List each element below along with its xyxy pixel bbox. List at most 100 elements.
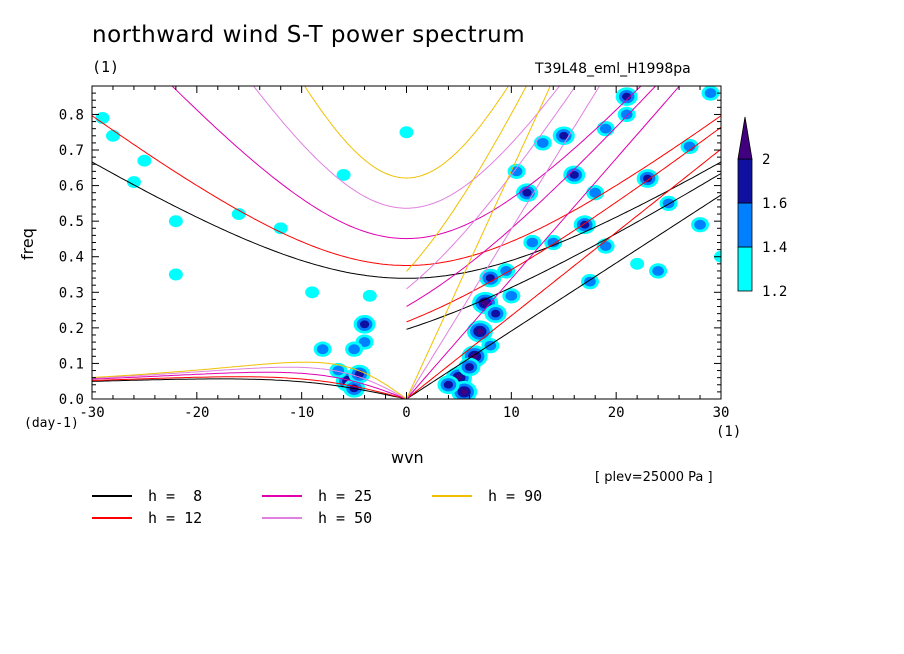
inertio-gravity-curve xyxy=(304,86,509,179)
power-blob-core xyxy=(522,188,532,197)
rossby-wave-curve xyxy=(92,378,407,399)
power-blob-core xyxy=(559,131,569,140)
legend-label: h = 12 xyxy=(148,509,203,527)
power-blob-core xyxy=(481,300,489,306)
power-blob-core xyxy=(471,353,479,360)
mrg-wave-curve xyxy=(406,173,721,330)
power-blob-core xyxy=(584,276,596,287)
y-unit-label: (day-1) xyxy=(24,416,79,431)
power-blob-core xyxy=(443,380,454,389)
power-blob-core xyxy=(510,166,523,177)
kelvin-wave-curve xyxy=(406,194,721,399)
power-blob-core xyxy=(704,88,717,99)
dispersion-curve-set xyxy=(92,161,721,399)
kelvin-wave-curve xyxy=(406,86,601,399)
inertio-gravity-curve xyxy=(171,86,642,240)
dispersion-curves-layer xyxy=(92,86,721,399)
colorbar-top-triangle xyxy=(737,116,753,160)
x-tick-label: -30 xyxy=(79,405,104,421)
power-blob-core xyxy=(547,237,560,248)
mrg-wave-curve xyxy=(406,126,721,323)
power-blob-core xyxy=(589,187,601,198)
x-tick-label: -20 xyxy=(184,405,209,421)
legend-label: h = 50 xyxy=(318,509,373,527)
power-blob-core xyxy=(526,237,539,248)
y-tick-label: 0.0 xyxy=(59,392,84,408)
power-blob-core xyxy=(491,309,501,318)
power-blob xyxy=(336,168,351,181)
power-blob-core xyxy=(620,109,633,120)
power-blob xyxy=(231,208,246,220)
rossby-wave-curve xyxy=(92,361,407,399)
x-tick-label: -10 xyxy=(289,405,314,421)
power-blob xyxy=(126,176,141,188)
colorbar-label: 2 xyxy=(762,152,770,168)
pressure-level-note: [ plev=25000 Pa ] xyxy=(595,470,713,485)
power-blob-core xyxy=(580,220,590,229)
power-blob-core xyxy=(332,365,345,376)
power-contour-layer xyxy=(95,86,721,399)
colorbar-label: 1.4 xyxy=(762,240,787,256)
dispersion-curve-set xyxy=(92,86,601,399)
power-blob-core xyxy=(348,344,360,355)
y-tick-label: 0.5 xyxy=(59,214,84,230)
x-tick-label: 10 xyxy=(503,405,520,421)
kelvin-wave-curve xyxy=(406,148,721,399)
power-blob xyxy=(362,289,377,302)
legend-swatch xyxy=(262,517,302,519)
legend-label: h = 8 xyxy=(148,487,203,505)
rossby-wave-curve xyxy=(92,371,407,399)
power-blob-core xyxy=(683,141,696,152)
x-axis-label: wvn xyxy=(391,448,424,467)
power-blob xyxy=(168,268,183,281)
colorbar-segment xyxy=(737,158,753,204)
power-blob-core xyxy=(500,266,512,276)
power-blob-core xyxy=(643,174,653,183)
y-tick-label: 0.4 xyxy=(59,250,84,266)
colorbar-segment xyxy=(737,246,753,292)
legend-item: h = 50 xyxy=(262,509,372,527)
mrg-wave-curve xyxy=(406,86,657,307)
dispersion-curve-set xyxy=(92,86,551,399)
power-blob-core xyxy=(536,137,549,148)
mrg-wave-curve xyxy=(406,86,528,272)
power-blob-core xyxy=(694,219,706,230)
power-blob-core xyxy=(316,344,329,355)
inertio-gravity-curve xyxy=(92,115,721,266)
y-tick-label: 0.6 xyxy=(59,179,84,195)
rossby-wave-curve xyxy=(92,376,407,399)
kelvin-wave-curve xyxy=(406,86,551,399)
y-tick-label: 0.8 xyxy=(59,107,84,123)
power-blob xyxy=(305,286,320,299)
power-blob-core xyxy=(359,320,370,329)
power-blob-core xyxy=(622,92,632,101)
y-tick-label: 0.1 xyxy=(59,356,84,372)
kelvin-wave-curve xyxy=(406,86,681,399)
legend-item: h = 25 xyxy=(262,487,372,505)
plot-axes: -30 -20 -10 0 10 20 30 0.0 0.1 0.2 0.3 0.4 0.5 0.6 0.7… xyxy=(59,85,729,421)
power-blob-core xyxy=(460,388,468,395)
power-blob-core xyxy=(455,374,463,381)
legend-item: h = 90 xyxy=(432,487,542,505)
power-blob xyxy=(168,215,183,228)
mrg-wave-curve xyxy=(406,86,577,290)
power-blob xyxy=(95,112,110,124)
colorbar-label: 1.6 xyxy=(762,196,787,212)
colorbar-segment xyxy=(737,202,753,248)
legend-label: h = 90 xyxy=(488,487,543,505)
legend-label: h = 25 xyxy=(318,487,373,505)
power-blob-core xyxy=(464,363,474,371)
y-tick-label: 0.3 xyxy=(59,285,84,301)
colorbar-label: 1.2 xyxy=(762,284,787,300)
legend-swatch xyxy=(262,495,302,497)
y-tick-label: 0.7 xyxy=(59,143,84,159)
x-tick-label: 0 xyxy=(402,405,410,421)
power-blob-core xyxy=(569,171,579,179)
power-blob-core xyxy=(358,337,371,348)
power-blob xyxy=(399,126,414,139)
power-blob-core xyxy=(599,241,612,251)
dispersion-curve-set xyxy=(92,86,681,399)
power-blob-core xyxy=(476,328,484,335)
power-blob xyxy=(273,222,288,235)
